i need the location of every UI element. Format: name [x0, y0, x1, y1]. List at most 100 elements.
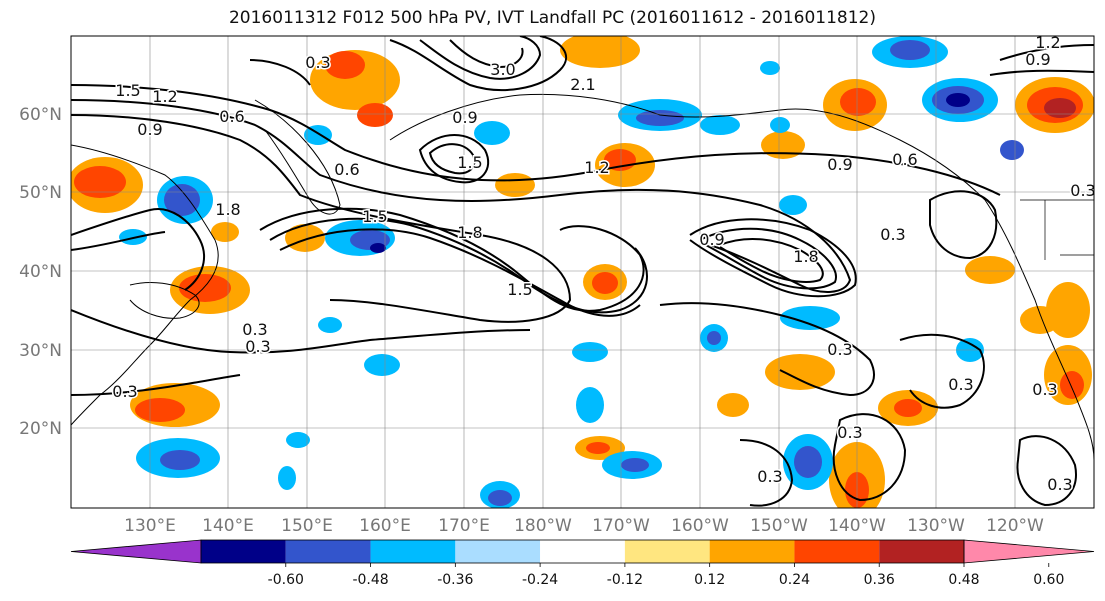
contour-label: 1.8 [215, 200, 240, 219]
contour-label: 0.6 [219, 107, 244, 126]
colorbar-tick-label: -0.60 [268, 572, 304, 588]
contour-label: 1.8 [457, 223, 482, 242]
anomaly-region [946, 93, 970, 107]
longitude-label: 150°W [750, 516, 808, 536]
anomaly-region [325, 51, 365, 79]
contour-label: 0.3 [1047, 475, 1072, 494]
anomaly-region [1044, 98, 1076, 118]
longitude-label: 170°E [438, 516, 490, 536]
anomaly-region [179, 274, 231, 302]
contour-label: 1.8 [793, 247, 818, 266]
contour-line [999, 44, 1094, 61]
latitude-label: 30°N [19, 341, 62, 361]
anomaly-region [576, 387, 604, 423]
anomaly-region [965, 256, 1015, 284]
contour-line [832, 413, 907, 502]
anomaly-region [286, 432, 310, 448]
contour-line [1016, 435, 1077, 507]
anomaly-region [495, 173, 535, 197]
anomaly-region [636, 110, 684, 126]
contour-line [249, 59, 311, 86]
longitude-label: 180°W [514, 516, 572, 536]
colorbar-tick-label: 0.60 [1033, 572, 1064, 588]
contour-line [71, 374, 241, 396]
contour-line [71, 309, 531, 354]
anomaly-region [586, 442, 610, 454]
latitude-label: 40°N [19, 262, 62, 282]
anomaly-region [700, 115, 740, 135]
anomaly-region [357, 103, 393, 127]
colorbar-tick-label: -0.12 [607, 572, 643, 588]
contour-label: 0.3 [757, 467, 782, 486]
contour-label: 0.6 [334, 160, 359, 179]
contour-line [71, 99, 852, 293]
contour-label: 0.9 [699, 230, 724, 249]
anomaly-region [560, 36, 640, 68]
anomaly-region [364, 354, 400, 376]
anomaly-region [770, 117, 790, 133]
contour-line [659, 302, 875, 397]
longitude-label: 120°W [986, 516, 1044, 536]
contour-label: 1.2 [152, 87, 177, 106]
anomaly-region [894, 399, 922, 417]
contour-label: 0.3 [837, 423, 862, 442]
latitude-label: 60°N [19, 105, 62, 125]
contour-line [428, 143, 476, 175]
contour-label: 0.3 [880, 225, 905, 244]
contour-line [418, 134, 490, 184]
anomaly-region [765, 354, 835, 390]
anomaly-region [890, 40, 930, 60]
colorbar-segment [879, 540, 964, 563]
contour-line [689, 218, 857, 298]
north-america-coastline [984, 199, 1094, 461]
anomaly-region [794, 446, 822, 478]
anomaly-region [1000, 140, 1024, 160]
colorbar-segment [455, 540, 541, 563]
colorbar-segment [285, 540, 371, 563]
contour-line [929, 190, 998, 260]
colorbar-segment [370, 540, 456, 563]
latitude-label: 20°N [19, 419, 62, 439]
alaska-coastline [389, 93, 986, 201]
anomaly-region [717, 393, 749, 417]
contour-label: 0.9 [452, 108, 477, 127]
contour-label: 0.9 [827, 155, 852, 174]
anomaly-region [592, 272, 618, 294]
anomaly-region [211, 222, 239, 242]
longitude-axis-labels: 130°E 140°E 150°E 160°E 170°E 180°W 170°W 160°W… [124, 516, 1044, 536]
contour-label: 0.3 [948, 375, 973, 394]
anomaly-region [779, 195, 807, 215]
anomaly-region [621, 458, 649, 472]
contour-line [259, 207, 645, 312]
anomaly-region [840, 88, 876, 116]
colorbar-segment [201, 540, 286, 563]
contour-label: 1.2 [584, 158, 609, 177]
colorbar-tick-label: 0.36 [864, 572, 895, 588]
colorbar-tick-label: 0.12 [694, 572, 725, 588]
contour-label: 0.3 [827, 340, 852, 359]
longitude-label: 160°W [671, 516, 729, 536]
contour-label: 0.6 [892, 150, 917, 169]
contour-label: 0.3 [1070, 181, 1095, 200]
anomaly-region [1060, 371, 1084, 399]
colorbar-tick-label: -0.24 [522, 572, 558, 588]
colorbar-segment [540, 540, 625, 563]
anomaly-region [160, 450, 200, 470]
contour-label: 0.3 [245, 337, 270, 356]
colorbar-tick-label: -0.48 [352, 572, 388, 588]
anomaly-region [1020, 306, 1060, 334]
colorbar-segment [794, 540, 880, 563]
colorbar-tick-label: 0.48 [948, 572, 979, 588]
latitude-axis-labels: 60°N 50°N 40°N 30°N 20°N [19, 105, 62, 439]
contour-line [71, 84, 1001, 196]
anomaly-region [74, 166, 126, 198]
contour-line [389, 36, 568, 91]
longitude-label: 140°E [202, 516, 254, 536]
negative-anomaly-regions [119, 36, 1024, 508]
shaded-anomaly-layer [71, 36, 1094, 508]
anomaly-region [707, 331, 721, 345]
contour-line [719, 237, 824, 283]
anomaly-region [474, 121, 510, 145]
kamchatka-coastline [254, 99, 341, 215]
anomaly-region [370, 243, 386, 253]
